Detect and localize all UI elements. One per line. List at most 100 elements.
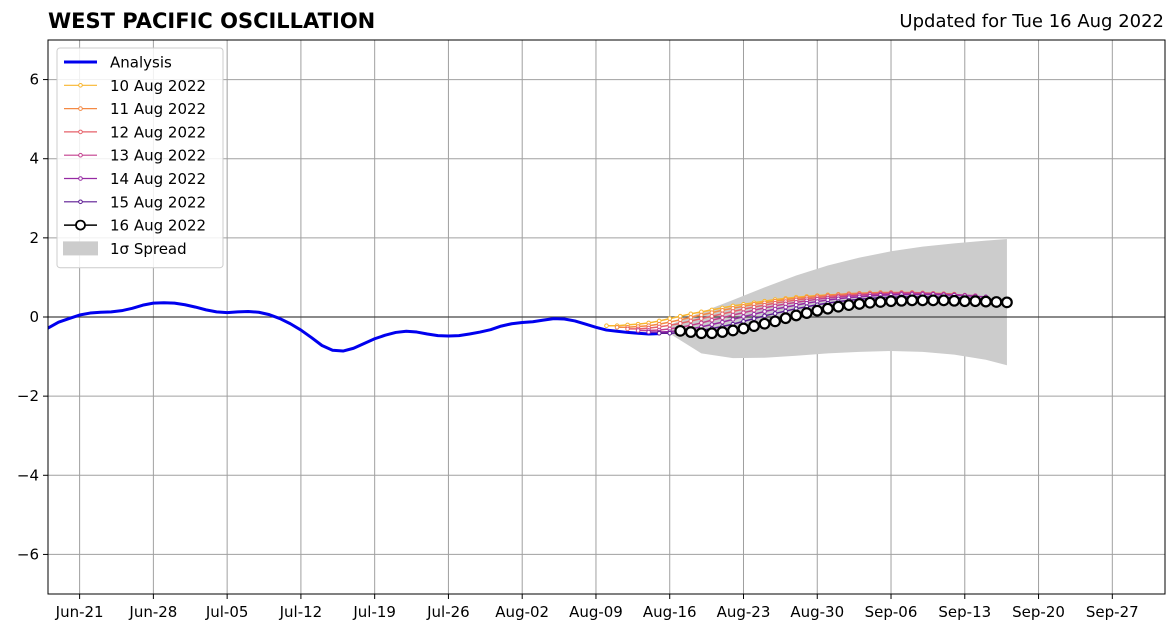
forecast-point <box>821 302 834 315</box>
x-tick-label: Jun-28 <box>128 603 177 621</box>
forecast-point <box>730 312 736 318</box>
forecast-point <box>990 296 1003 308</box>
y-tick-label: −4 <box>17 466 39 484</box>
y-axis-ticks: −6 −4 −2 0 2 4 6 <box>17 71 48 563</box>
forecast-series-6 <box>674 294 1013 340</box>
forecast-point <box>762 305 767 311</box>
chart-title: WEST PACIFIC OSCILLATION <box>48 9 376 33</box>
forecast-point <box>688 315 694 320</box>
forecast-point <box>741 314 746 319</box>
legend: Analysis 10 Aug 2022 11 Aug 2022 12 Aug 202… <box>56 47 224 269</box>
forecast-point <box>677 317 683 323</box>
x-tick-label: Jul-19 <box>352 603 396 621</box>
forecast-point <box>937 294 950 307</box>
forecast-point <box>804 300 810 306</box>
legend-swatch-marker <box>78 129 83 135</box>
forecast-point <box>667 323 673 328</box>
forecast-point <box>709 313 715 319</box>
legend-label: 14 Aug 2022 <box>110 170 206 188</box>
x-tick-label: Sep-20 <box>1012 603 1065 621</box>
x-tick-label: Sep-27 <box>1086 603 1139 621</box>
legend-swatch-marker <box>78 106 83 111</box>
forecast-point <box>758 317 771 330</box>
forecast-point <box>614 324 620 330</box>
analysis-series <box>48 301 660 353</box>
legend-label: 16 Aug 2022 <box>110 217 206 235</box>
y-tick-label: 6 <box>29 71 39 89</box>
forecast-point <box>730 309 736 314</box>
y-tick-label: 0 <box>29 308 39 326</box>
forecast-point <box>842 299 855 312</box>
legend-label: 10 Aug 2022 <box>110 77 206 95</box>
forecast-point <box>969 295 982 308</box>
forecast-point <box>709 310 715 315</box>
legend-label: 15 Aug 2022 <box>110 193 206 211</box>
legend-swatch-marker <box>78 176 83 181</box>
legend-label-spread: 1σ Spread <box>110 240 187 258</box>
forecast-point <box>709 317 715 323</box>
y-tick-label: −2 <box>17 387 39 405</box>
y-tick-label: −6 <box>17 545 39 563</box>
legend-label: 11 Aug 2022 <box>110 100 206 118</box>
x-tick-label: Jun-21 <box>55 603 104 621</box>
forecast-point <box>948 294 961 307</box>
forecast-point <box>667 330 673 336</box>
forecast-point <box>741 310 746 315</box>
updated-date-label: Updated for Tue 16 Aug 2022 <box>899 11 1164 32</box>
forecast-point <box>895 294 908 307</box>
forecast-point <box>811 304 824 317</box>
x-tick-label: Aug-09 <box>569 603 623 621</box>
x-tick-label: Jul-12 <box>279 603 323 621</box>
forecast-point <box>769 315 782 328</box>
forecast-point <box>916 294 929 307</box>
forecast-point <box>762 313 767 319</box>
forecast-point <box>720 315 725 321</box>
forecast-point <box>730 317 736 322</box>
forecast-series <box>604 290 1013 340</box>
x-tick-label: Sep-06 <box>865 603 918 621</box>
forecast-point <box>625 326 630 332</box>
x-tick-label: Aug-23 <box>717 603 771 621</box>
forecast-point <box>748 320 760 333</box>
legend-box <box>56 47 224 269</box>
forecast-point <box>737 322 750 335</box>
forecast-point <box>779 312 792 325</box>
forecast-point <box>800 307 813 319</box>
forecast-point <box>885 295 897 308</box>
forecast-point <box>720 319 725 325</box>
legend-label-analysis: Analysis <box>110 54 172 72</box>
forecast-point <box>853 298 866 310</box>
forecast-point <box>751 316 757 321</box>
forecast-point <box>699 316 704 321</box>
forecast-point <box>751 307 757 313</box>
forecast-point <box>727 324 739 337</box>
legend-swatch-spread <box>63 241 98 256</box>
forecast-point <box>762 309 767 314</box>
forecast-point <box>864 296 876 309</box>
forecast-point <box>1001 296 1013 309</box>
forecast-point <box>772 311 778 316</box>
forecast-point <box>874 296 887 308</box>
forecast-point <box>635 328 641 333</box>
forecast-point <box>979 295 992 308</box>
forecast-point <box>751 311 757 317</box>
forecast-point <box>646 329 651 335</box>
x-tick-label: Aug-02 <box>495 603 549 621</box>
forecast-point <box>705 327 718 340</box>
forecast-point <box>699 320 704 326</box>
forecast-point <box>958 295 971 308</box>
legend-label: 13 Aug 2022 <box>110 147 206 165</box>
forecast-point <box>674 324 687 337</box>
y-tick-label: 4 <box>29 150 39 168</box>
legend-swatch-marker <box>78 152 83 158</box>
x-tick-label: Sep-13 <box>938 603 991 621</box>
y-tick-label: 2 <box>29 229 39 247</box>
forecast-point <box>677 321 683 326</box>
forecast-point <box>741 306 746 312</box>
forecast-point <box>716 326 729 338</box>
x-axis-ticks: Jun-21 Jun-28 Jul-05 Jul-12 Jul-19 Jul-26 Aug-… <box>55 594 1139 621</box>
forecast-point <box>695 327 708 340</box>
forecast-point <box>772 306 778 312</box>
forecast-point <box>720 307 725 313</box>
